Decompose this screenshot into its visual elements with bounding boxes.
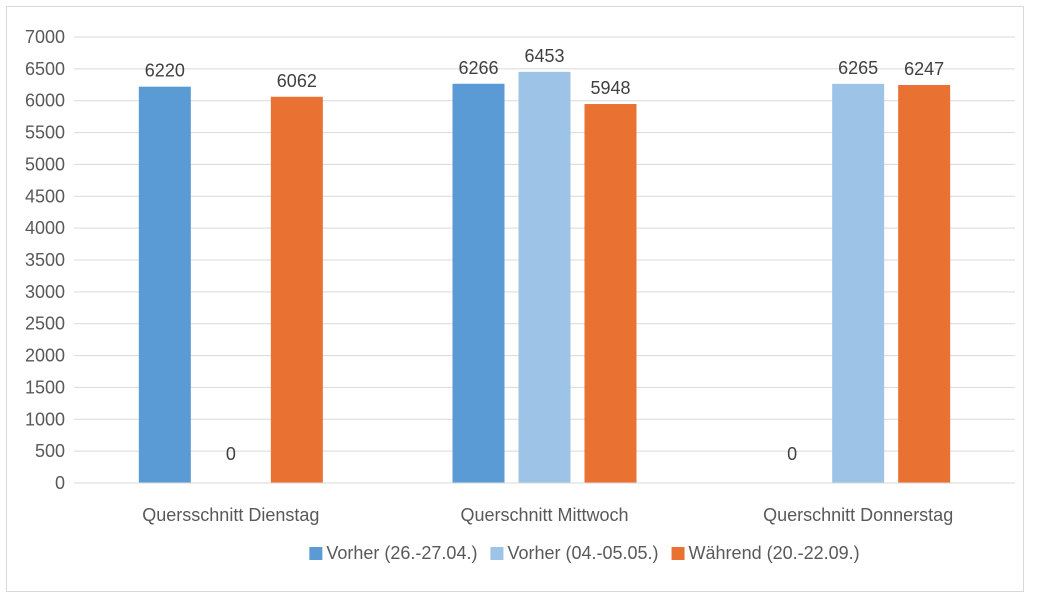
legend-label: Vorher (26.-27.04.) [326, 543, 477, 563]
data-label: 6266 [458, 58, 498, 78]
data-label: 6220 [145, 61, 185, 81]
legend-swatch [490, 547, 504, 560]
category-label: Querschnitt Mittwoch [460, 505, 628, 525]
y-tick-label: 1500 [25, 377, 65, 397]
y-tick-label: 4000 [25, 218, 65, 238]
legend-swatch [309, 547, 323, 560]
bar [518, 71, 571, 483]
bar [270, 96, 323, 483]
data-label: 6247 [904, 59, 944, 79]
bar [832, 83, 885, 483]
legend: Vorher (26.-27.04.) Vorher (04.-05.05.) Wä… [309, 543, 860, 563]
bar [452, 83, 505, 483]
data-label: 0 [226, 444, 236, 464]
y-tick-label: 5500 [25, 123, 65, 143]
data-labels: 6220 0 6062 6266 6453 5948 0 6265 6247 [145, 46, 944, 464]
y-tick-label: 0 [55, 473, 65, 493]
y-tick-label: 2000 [25, 346, 65, 366]
data-label: 6265 [838, 58, 878, 78]
legend-swatch [671, 547, 685, 560]
y-tick-label: 7000 [25, 27, 65, 47]
chart-frame: 0 500 1000 1500 2000 2500 3000 3500 4000 4500 5000… [6, 6, 1024, 592]
category-label: Querschnitt Donnerstag [763, 505, 953, 525]
y-axis-ticks: 0 500 1000 1500 2000 2500 3000 3500 4000 4500 5000… [25, 27, 65, 493]
data-label: 6453 [524, 46, 564, 66]
category-labels: Quersschnitt Dienstag Querschnitt Mittwoc… [142, 505, 953, 525]
y-tick-label: 6500 [25, 59, 65, 79]
y-tick-label: 3000 [25, 282, 65, 302]
y-tick-label: 5000 [25, 154, 65, 174]
y-tick-label: 1000 [25, 409, 65, 429]
legend-item: Vorher (04.-05.05.) [490, 543, 659, 563]
data-label: 6062 [277, 71, 317, 91]
y-tick-label: 3500 [25, 250, 65, 270]
data-label: 5948 [590, 78, 630, 98]
y-tick-label: 500 [35, 441, 65, 461]
bar-chart: 0 500 1000 1500 2000 2500 3000 3500 4000 4500 5000… [25, 27, 1015, 563]
bar [898, 84, 951, 483]
y-tick-label: 4500 [25, 186, 65, 206]
legend-label: Vorher (04.-05.05.) [507, 543, 658, 563]
data-label: 0 [787, 444, 797, 464]
bar [138, 86, 191, 483]
y-tick-label: 2500 [25, 314, 65, 334]
bar [584, 104, 637, 483]
legend-item: Während (20.-22.09.) [671, 543, 860, 563]
bars [138, 71, 951, 483]
legend-item: Vorher (26.-27.04.) [309, 543, 477, 563]
category-label: Quersschnitt Dienstag [142, 505, 319, 525]
y-tick-label: 6000 [25, 91, 65, 111]
legend-label: Während (20.-22.09.) [689, 543, 860, 563]
